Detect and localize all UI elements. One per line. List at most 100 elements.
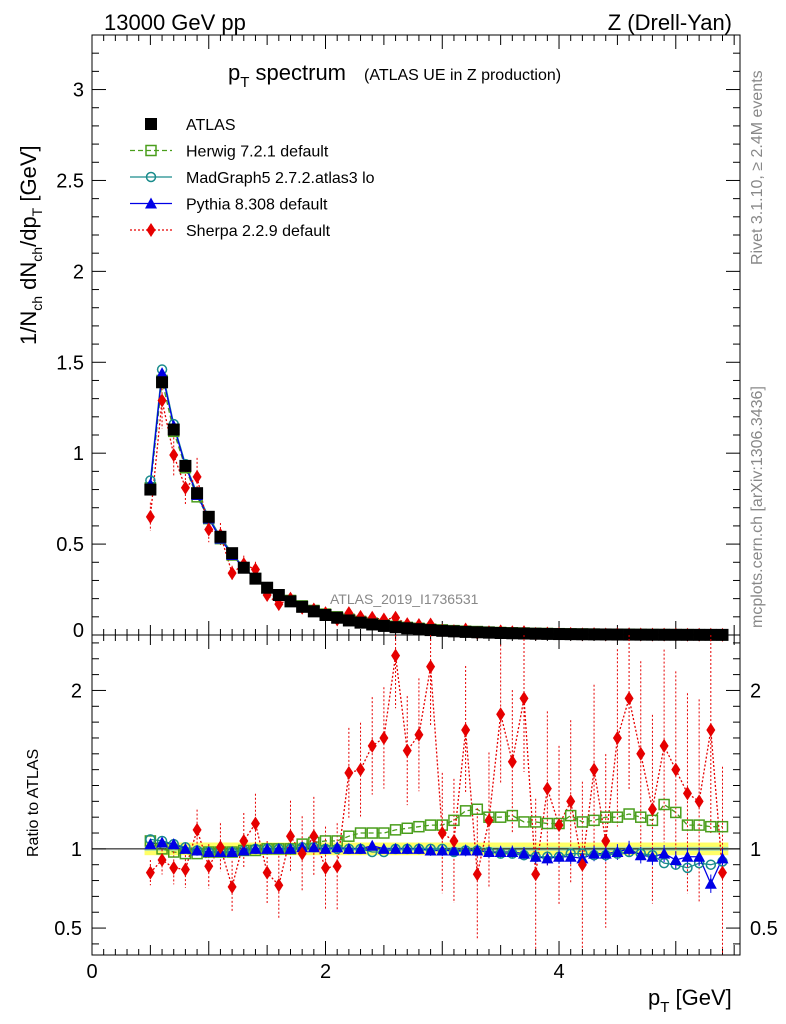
- main-panel: 0.5 1 1.5 2 2.5 3 0: [56, 34, 741, 642]
- ratio-point-herwig: [506, 809, 519, 822]
- ratio-point-pythia: [261, 842, 274, 854]
- ratio-point-pythia: [191, 844, 204, 856]
- ratio-point-madgraph5: [705, 859, 717, 870]
- ratio-point-sherpa: [531, 867, 541, 882]
- point-atlas: [541, 627, 554, 640]
- ratio-point-pythia: [471, 844, 484, 856]
- main-y-tick-label: 1.5: [56, 352, 84, 374]
- legend-label: MadGraph5 2.7.2.atlas3 lo: [186, 170, 375, 187]
- point-atlas: [518, 627, 530, 640]
- ratio-point-pythia: [331, 841, 344, 853]
- legend-marker: [145, 197, 157, 209]
- point-atlas: [144, 483, 157, 496]
- ratio-y-tick-label: 2: [71, 680, 82, 702]
- ratio-point-sherpa: [542, 781, 552, 796]
- ratio-panel: 0 2 4 0.5 0.5 1 1 2 2: [54, 634, 778, 983]
- ratio-point-pythia: [658, 847, 671, 859]
- ratio-point-sherpa: [682, 786, 692, 801]
- point-atlas: [167, 423, 180, 436]
- ratio-point-pythia: [342, 842, 355, 854]
- main-y-tick-label: 2: [73, 261, 84, 283]
- ratio-point-sherpa: [250, 816, 260, 831]
- y-axis-label: 1/Nch dNch/dpT [GeV]: [16, 145, 45, 345]
- point-atlas: [226, 547, 239, 560]
- x-tick-label: 2: [320, 961, 331, 983]
- analysis-id: ATLAS_2019_I1736531: [330, 591, 479, 607]
- point-atlas: [331, 611, 344, 624]
- legend-label: Pythia 8.308 default: [186, 197, 328, 214]
- ratio-point-herwig: [401, 822, 413, 835]
- ratio-point-pythia: [436, 844, 449, 856]
- ratio-point-herwig: [471, 803, 484, 816]
- ratio-point-pythia: [284, 842, 297, 854]
- main-y-tick-label: 1: [73, 443, 84, 465]
- ratio-point-sherpa: [612, 730, 622, 745]
- ratio-point-madgraph5: [682, 862, 693, 874]
- legend-label: ATLAS: [186, 117, 236, 134]
- ratio-point-pythia: [377, 842, 390, 854]
- ratio-point-herwig: [564, 809, 577, 822]
- point-atlas: [588, 628, 601, 641]
- ratio-point-herwig: [623, 808, 635, 820]
- ratio-point-herwig: [716, 820, 729, 833]
- point-atlas: [447, 625, 460, 638]
- ratio-point-sherpa: [285, 829, 295, 844]
- ratio-point-herwig: [494, 811, 507, 823]
- point-atlas: [261, 581, 274, 594]
- ratio-y-tick-label: 0.5: [54, 918, 82, 940]
- ratio-point-pythia: [226, 846, 239, 858]
- ratio-point-sherpa: [671, 762, 681, 777]
- ratio-point-herwig: [448, 814, 460, 827]
- main-y-tick-label: 3: [73, 80, 84, 102]
- ratio-y-tick-label: 1: [71, 839, 82, 861]
- ratio-point-pythia: [389, 842, 402, 854]
- point-atlas: [191, 487, 204, 500]
- ratio-point-sherpa: [192, 822, 202, 837]
- ratio-point-pythia: [646, 850, 659, 862]
- ratio-point-sherpa: [414, 727, 424, 742]
- point-sherpa: [227, 566, 237, 581]
- ratio-point-sherpa: [507, 754, 517, 769]
- ratio-point-sherpa: [332, 859, 342, 874]
- ratio-y-tick-label-right: 1: [750, 839, 761, 861]
- ratio-point-pythia: [529, 850, 542, 862]
- ratio-point-pythia: [237, 844, 250, 856]
- ratio-point-pythia: [669, 853, 682, 865]
- legend: ATLAS Herwig 7.2.1 default MadGraph5 2.7.2…: [130, 117, 375, 240]
- point-atlas: [506, 627, 519, 640]
- ratio-point-herwig: [611, 811, 624, 823]
- ratio-point-pythia: [401, 842, 414, 854]
- ratio-point-pythia: [494, 846, 507, 858]
- ratio-point-sherpa: [367, 738, 377, 753]
- point-atlas: [296, 600, 309, 613]
- ratio-point-pythia: [202, 846, 215, 858]
- point-sherpa: [169, 448, 179, 462]
- ratio-point-pythia: [541, 852, 554, 864]
- ratio-y-axis-label: Ratio to ATLAS: [25, 749, 42, 857]
- ratio-point-sherpa: [601, 833, 611, 848]
- ratio-point-pythia: [459, 844, 472, 856]
- ratio-point-sherpa: [624, 691, 634, 706]
- point-sherpa: [192, 469, 202, 484]
- ratio-point-sherpa: [239, 833, 249, 848]
- point-atlas: [202, 510, 215, 523]
- legend-marker: [145, 144, 157, 157]
- ratio-point-pythia: [319, 842, 332, 854]
- ratio-point-pythia: [249, 842, 262, 854]
- ratio-point-herwig: [635, 811, 647, 823]
- point-sherpa: [145, 509, 155, 524]
- ratio-point-sherpa: [437, 826, 447, 841]
- ratio-point-pythia: [447, 844, 460, 856]
- ratio-y-tick-label-right: 0.5: [750, 918, 778, 940]
- ratio-point-pythia: [412, 842, 425, 854]
- point-atlas: [179, 459, 192, 472]
- mcplots-label: mcplots.cern.ch [arXiv:1306.3436]: [749, 386, 766, 628]
- process-label: Z (Drell-Yan): [608, 10, 732, 35]
- point-atlas: [354, 616, 367, 629]
- point-atlas: [436, 624, 449, 637]
- ratio-point-sherpa: [169, 860, 179, 875]
- ratio-point-pythia: [588, 847, 601, 859]
- ratio-point-herwig: [705, 820, 717, 833]
- ratio-point-sherpa: [344, 765, 354, 780]
- main-y-zero-label: 0: [73, 620, 84, 642]
